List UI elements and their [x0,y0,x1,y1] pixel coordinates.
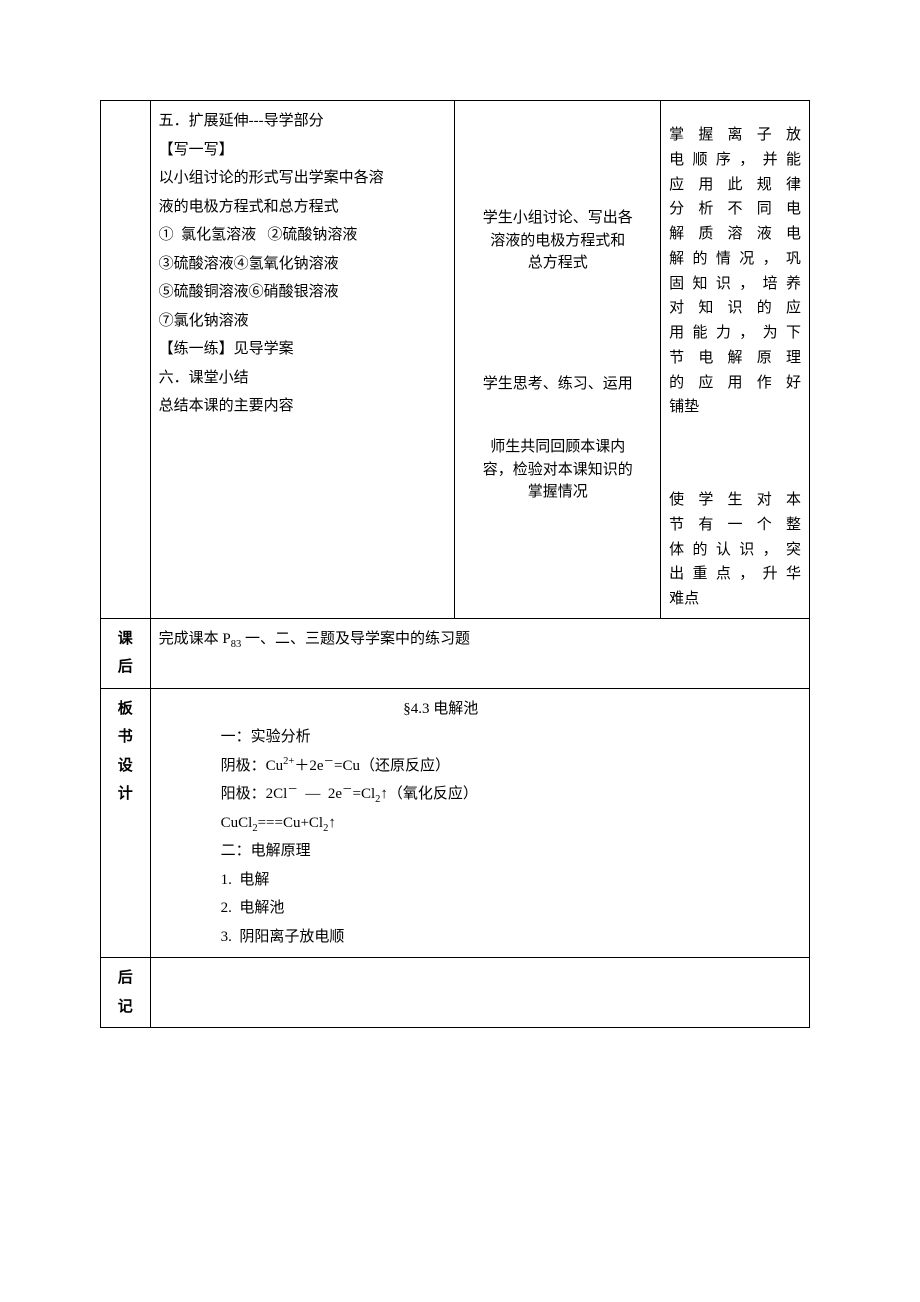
intent-line: 体的认识，突 [669,538,801,563]
intent-line: 对知识的应 [669,296,801,321]
hw-text: 一、二、三题及导学案中的练习题 [241,631,470,647]
board-line: 阳极：2Cl－ — 2e－=Cl2↑（氧化反应） [221,780,801,809]
hw-subscript: 83 [231,639,242,650]
intent-note-2: 使学生对本 节有一个整 体的认识，突 出重点，升华 难点 [669,488,801,612]
eq-text: — 2e [298,786,342,802]
write-intro-line: 以小组讨论的形式写出学案中各溶 [159,164,447,193]
student-block-line: 学生思考、练习、运用 [463,370,652,399]
label-char: 后 [109,653,142,682]
label-char: 书 [109,723,142,752]
postscript-cell [150,958,809,1028]
spacer [669,107,801,123]
student-block-2: 学生思考、练习、运用 [463,370,652,399]
eq-text: ↑ [328,815,336,831]
postscript-label: 后 记 [101,958,151,1028]
intent-line: 用能力，为下 [669,321,801,346]
label-char: 记 [109,993,142,1022]
homework-cell: 完成课本 P83 一、二、三题及导学案中的练习题 [150,618,809,688]
summary-body: 总结本课的主要内容 [159,392,447,421]
table-row: 后 记 [101,958,810,1028]
eq-sup: － [323,756,334,767]
student-block-line: 掌握情况 [463,481,652,504]
student-block-line: 学生小组讨论、写出各 [463,207,652,230]
eq-text: 阴极：Cu [221,758,284,774]
intent-line: 固知识，培养 [669,272,801,297]
label-char: 后 [109,964,142,993]
table-row: 课 后 完成课本 P83 一、二、三题及导学案中的练习题 [101,618,810,688]
teacher-activity-cell: 五．扩展延伸---导学部分 【写一写】 以小组讨论的形式写出学案中各溶 液的电极… [150,101,455,619]
document-page: 五．扩展延伸---导学部分 【写一写】 以小组讨论的形式写出学案中各溶 液的电极… [0,100,920,1028]
intent-line: 难点 [669,587,801,612]
board-design-cell: §4.3 电解池 一：实验分析 阴极：Cu2+＋2e－=Cu（还原反应） 阳极：… [150,688,809,958]
practice-heading: 【练一练】见导学案 [159,335,447,364]
intent-line: 电顺序，并能 [669,148,801,173]
label-char: 设 [109,752,142,781]
intent-line: 节有一个整 [669,513,801,538]
table-row: 五．扩展延伸---导学部分 【写一写】 以小组讨论的形式写出学案中各溶 液的电极… [101,101,810,619]
student-block-line: 总方程式 [463,252,652,275]
summary-title: 六．课堂小结 [159,364,447,393]
intent-line: 出重点，升华 [669,562,801,587]
intent-line: 解质溶液电 [669,222,801,247]
section-title: 五．扩展延伸---导学部分 [159,107,447,136]
board-line: 二：电解原理 [221,837,801,866]
eq-text: ＋2e [294,758,323,774]
intent-line: 分析不同电 [669,197,801,222]
intent-line: 铺垫 [669,395,801,420]
intent-line: 的应用作好 [669,371,801,396]
design-intent-cell: 掌握离子放 电顺序，并能 应用此规律 分析不同电 解质溶液电 解的情况，巩 固知… [661,101,810,619]
board-line: 3. 阴阳离子放电顺 [221,923,801,952]
eq-text: 阳极：2Cl [221,786,288,802]
board-design-label: 板 书 设 计 [101,688,151,958]
solution-item: ① 氯化氢溶液 ②硫酸钠溶液 [159,221,447,250]
write-intro-line: 液的电极方程式和总方程式 [159,193,447,222]
row1-label-cell [101,101,151,619]
eq-text: CuCl [221,815,253,831]
write-heading: 【写一写】 [159,136,447,165]
solution-item: ⑤硫酸铜溶液⑥硝酸银溶液 [159,278,447,307]
board-line: 一：实验分析 [221,723,801,752]
eq-sup: － [287,784,298,795]
label-char: 板 [109,695,142,724]
eq-text: ↑（氧化反应） [380,786,478,802]
intent-line: 节电解原理 [669,346,801,371]
student-block-line: 师生共同回顾本课内 [463,436,652,459]
student-activity-cell: 学生小组讨论、写出各 溶液的电极方程式和 总方程式 学生思考、练习、运用 师生共… [455,101,661,619]
eq-text: =Cu（还原反应） [334,758,450,774]
intent-line: 应用此规律 [669,173,801,198]
board-line: CuCl2===Cu+Cl2↑ [221,809,801,838]
eq-text: =Cl [352,786,375,802]
board-line: 2. 电解池 [221,894,801,923]
eq-text: ===Cu+Cl [258,815,324,831]
lesson-plan-table: 五．扩展延伸---导学部分 【写一写】 以小组讨论的形式写出学案中各溶 液的电极… [100,100,810,1028]
board-title: §4.3 电解池 [221,695,801,724]
solution-item: ③硫酸溶液④氢氧化钠溶液 [159,250,447,279]
intent-line: 掌握离子放 [669,123,801,148]
hw-text: 完成课本 P [159,631,231,647]
label-char: 计 [109,780,142,809]
student-block-line: 容，检验对本课知识的 [463,459,652,482]
solution-item: ⑦氯化钠溶液 [159,307,447,336]
spacer [463,107,652,207]
intent-note-1: 掌握离子放 电顺序，并能 应用此规律 分析不同电 解质溶液电 解的情况，巩 固知… [669,123,801,420]
table-row: 板 书 设 计 §4.3 电解池 一：实验分析 阴极：Cu2+＋2e－=Cu（还… [101,688,810,958]
label-char: 课 [109,625,142,654]
eq-sup: － [342,784,353,795]
intent-line: 解的情况，巩 [669,247,801,272]
board-line: 阴极：Cu2+＋2e－=Cu（还原反应） [221,752,801,781]
student-block-3: 师生共同回顾本课内 容，检验对本课知识的 掌握情况 [463,436,652,504]
student-block-line: 溶液的电极方程式和 [463,230,652,253]
board-line: 1. 电解 [221,866,801,895]
eq-sup: 2+ [283,756,294,767]
intent-line: 使学生对本 [669,488,801,513]
homework-label: 课 后 [101,618,151,688]
